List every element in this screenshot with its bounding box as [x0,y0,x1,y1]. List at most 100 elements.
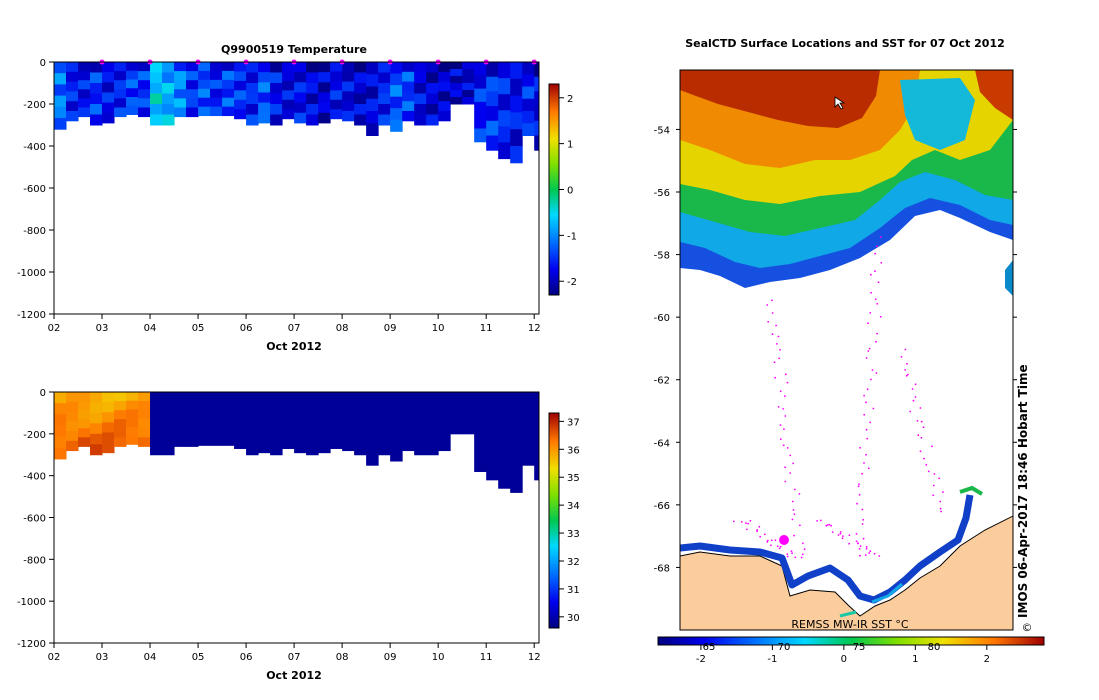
salinity-cell [378,392,391,456]
temperature-cell [198,79,211,90]
temperature-cell [54,95,67,108]
temperature-cell [210,70,223,81]
sst-colorbar-tick-label: -2 [696,654,706,665]
x-tick-label: 02 [48,652,61,663]
temperature-cell [510,78,523,97]
y-tick-label: -800 [23,555,46,566]
salinity-colorbar-ticks: 37 36 35 34 33 32 31 30 [559,417,580,624]
temperature-cell [354,114,367,126]
temperature-cell [390,96,403,109]
salinity-cell [198,392,211,446]
seal-track-point [862,537,865,540]
temperature-cell [354,104,367,115]
temperature-cell [126,79,139,89]
temperature-cell [390,108,403,121]
seal-track-point [861,523,864,525]
temperature-cell [522,62,535,75]
seal-location-cluster [779,535,789,545]
temperature-cell [126,62,139,72]
salinity-cell [402,392,415,452]
salinity-cell [90,402,103,414]
temperature-cell [402,91,415,102]
temperature-cell [354,62,367,73]
seal-track-point [740,521,743,523]
latitude-tick-label: -68 [654,563,670,574]
seal-track-point [868,552,871,554]
seal-track-point [777,335,780,338]
temperature-cell [198,106,211,117]
temperature-cell [126,105,139,115]
salinity-cell [66,401,79,413]
seal-track-point [876,332,878,335]
temperature-cell [402,101,415,112]
salinity-section-cells [54,392,540,493]
temperature-cell [102,92,115,104]
seal-track-point [876,245,878,248]
y-tick-label: -200 [23,100,46,111]
seal-track-point [778,357,780,360]
sst-coastal-band [680,494,974,604]
seal-track-point [874,298,877,300]
temperature-cell [102,112,115,124]
temperature-cell [210,62,223,72]
temperature-cell [282,90,295,101]
temperature-cell [486,135,499,151]
seal-track-point [922,426,925,429]
temperature-cell [294,62,307,73]
temperature-cell [66,91,79,102]
temperature-cell [90,62,103,73]
seal-track-point [911,388,914,390]
seal-track-point [792,462,794,465]
salinity-cell [126,435,139,445]
temperature-cell [294,82,307,93]
temperature-cell [162,93,175,105]
temperature-cell [270,62,283,73]
temperature-cell [114,71,127,81]
colorbar-tick-label: 32 [567,557,580,568]
temperature-cell [462,97,475,105]
x-tick-label: 07 [288,652,301,663]
seal-track-point [786,555,789,558]
temperature-cell [258,82,271,93]
temperature-cell [222,106,235,117]
seal-track-point [776,545,779,548]
temperature-cell [306,72,319,84]
temperature-cell [342,62,355,73]
temperature-cell [486,106,499,122]
temperature-cell [78,107,91,118]
temperature-cell [438,91,451,102]
salinity-cell [114,401,127,411]
temperature-cell [510,95,523,113]
y-tick-label: -400 [23,142,46,153]
seal-track-point [732,520,735,523]
x-tick-label: 07 [288,323,301,334]
sst-coastal-teal [839,610,857,618]
temperature-cell [498,126,511,143]
temperature-cell [234,80,247,91]
sst-caption: REMSS MW-IR SST °C [791,618,909,631]
seal-track-point [779,390,782,393]
salinity-cell [186,392,199,447]
seal-track-point [756,530,758,533]
sst-map-body [680,70,1013,630]
temperature-cell [510,146,523,164]
seal-track-point [842,535,844,537]
salinity-cell [126,426,139,437]
salinity-cell [138,419,151,429]
temperature-cell [150,72,163,84]
x-tick-label: 06 [240,323,253,334]
seal-track-point [841,537,844,540]
temperature-cell [258,72,271,83]
salinity-cell [486,392,499,481]
x-tick-label: 09 [384,323,397,334]
salinity-cell [114,392,127,402]
temperature-cell [318,62,331,73]
temperature-cell [174,80,187,90]
temperature-cell [474,128,487,143]
temperature-cell [90,83,103,94]
seal-track-point [919,407,922,409]
seal-track-point [779,424,782,426]
sst-colorbar-overlay-label: 70 [778,642,791,653]
temperature-cell [510,112,523,130]
seal-track-point [880,261,883,264]
